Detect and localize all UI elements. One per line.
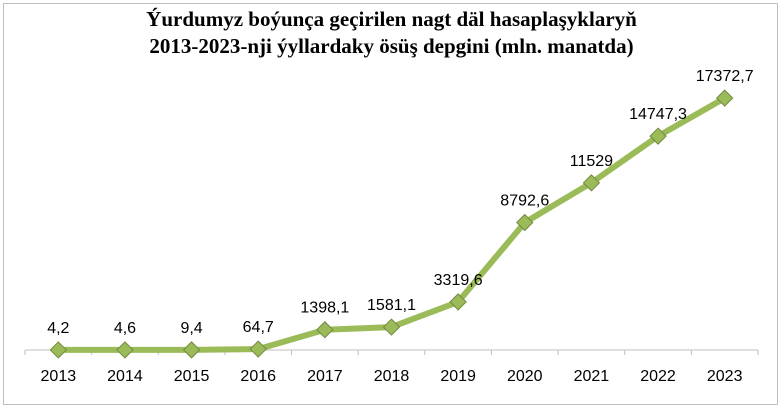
chart-title: Ýurdumyz boýunça geçirilen nagt däl hasa… [0,6,783,60]
data-label: 1398,1 [300,300,349,317]
data-label: 4,6 [114,320,136,337]
data-label: 14747,3 [629,106,687,123]
data-label: 17372,7 [696,68,754,85]
data-point [449,293,467,311]
x-tick-label: 2022 [640,368,676,385]
data-point [316,321,334,339]
data-point [582,174,601,192]
data-point [49,341,68,359]
chart-frame [3,3,778,405]
x-tick-label: 2018 [374,368,410,385]
x-tick-label: 2014 [107,368,143,385]
data-label: 64,7 [243,319,274,336]
x-tick-label: 2020 [507,368,543,385]
x-tick-label: 2017 [307,368,343,385]
data-point [249,340,267,358]
data-point [382,318,401,336]
x-tick-label: 2015 [174,368,210,385]
x-tick-label: 2021 [574,368,610,385]
x-tick-label: 2019 [440,368,476,385]
data-label: 8792,6 [500,193,549,210]
data-point [649,127,667,145]
data-label: 3319,6 [434,272,483,289]
x-tick-label: 2013 [41,368,77,385]
data-point [516,213,534,232]
data-point [715,89,734,107]
data-label: 11529 [570,153,613,170]
x-tick-label: 2016 [240,368,276,385]
chart-title-line-1: Ýurdumyz boýunça geçirilen nagt däl hasa… [146,7,637,31]
data-label: 4,2 [47,320,69,337]
data-point [182,341,201,359]
data-label: 9,4 [180,320,202,337]
data-point [116,341,134,359]
chart-title-line-2: 2013-2023-nji ýyllardaky ösüş depgini (m… [149,34,634,58]
x-tick-label: 2023 [707,368,743,385]
data-label: 1581,1 [367,297,416,314]
